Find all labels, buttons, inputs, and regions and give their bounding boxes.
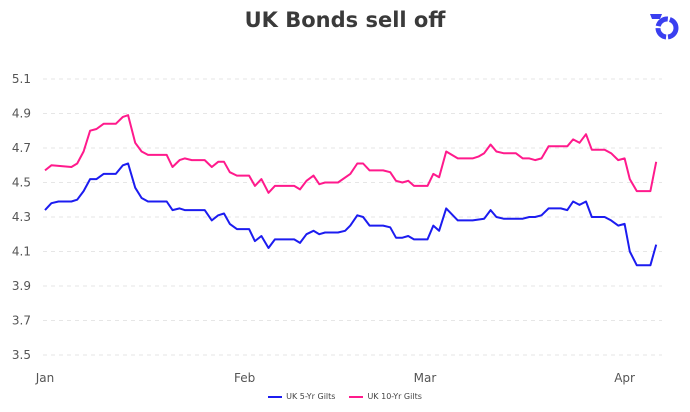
legend: UK 5-Yr Gilts UK 10-Yr Gilts <box>0 392 690 401</box>
y-tick-label: 3.5 <box>12 348 31 362</box>
y-tick-label: 4.1 <box>12 245 31 259</box>
y-axis-ticks: 3.5 3.7 3.9 4.1 4.3 4.5 4.7 4.9 5.1 <box>12 72 31 362</box>
x-tick-label: Jan <box>35 371 55 385</box>
gridlines <box>43 78 662 356</box>
brand-logo-icon <box>650 14 679 40</box>
y-tick-label: 4.7 <box>12 141 31 155</box>
x-tick-label: Feb <box>234 371 255 385</box>
legend-item-5yr[interactable]: UK 5-Yr Gilts <box>268 392 335 401</box>
y-tick-label: 4.5 <box>12 176 31 190</box>
series-line-10yr <box>44 114 658 194</box>
chart-title: UK Bonds sell off <box>244 8 446 32</box>
x-axis-ticks: Jan Feb Mar Apr <box>35 371 635 385</box>
series-line-5yr <box>44 162 658 267</box>
legend-label-5yr: UK 5-Yr Gilts <box>286 392 336 401</box>
legend-swatch-10yr <box>349 395 364 398</box>
legend-item-10yr[interactable]: UK 10-Yr Gilts <box>349 392 422 401</box>
y-tick-label: 4.9 <box>12 107 31 121</box>
y-tick-label: 3.7 <box>12 314 31 328</box>
y-tick-label: 5.1 <box>12 72 31 86</box>
x-tick-label: Mar <box>414 371 437 385</box>
line-chart: 3.5 3.7 3.9 4.1 4.3 4.5 4.7 4.9 5.1 Jan Feb Mar Apr <box>12 72 662 385</box>
series-lines <box>44 114 658 267</box>
x-tick-label: Apr <box>614 371 635 385</box>
y-tick-label: 3.9 <box>12 279 31 293</box>
legend-label-10yr: UK 10-Yr Gilts <box>367 392 422 401</box>
y-tick-label: 4.3 <box>12 210 31 224</box>
legend-swatch-5yr <box>268 395 283 398</box>
